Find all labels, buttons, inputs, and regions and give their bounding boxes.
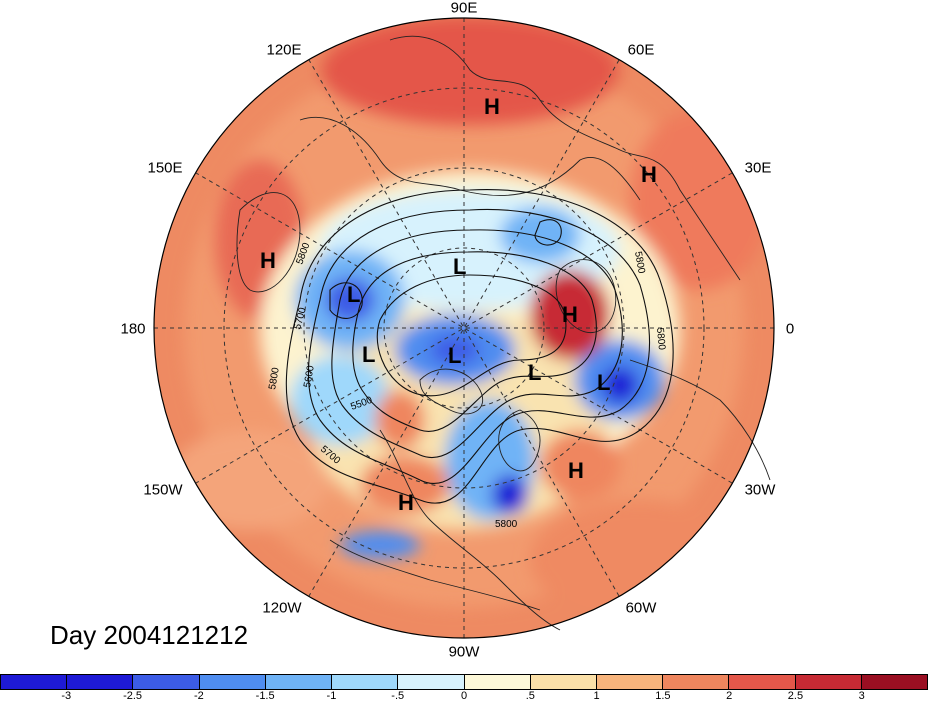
colorbar-tick-label: -1 bbox=[326, 690, 337, 702]
colorbar-tick-label: .5 bbox=[525, 690, 535, 702]
longitude-label: 90W bbox=[448, 643, 480, 661]
contour-label: 5800 bbox=[632, 251, 647, 275]
coastlines bbox=[236, 35, 771, 631]
colorbar-segment bbox=[464, 675, 531, 689]
pressure-center: H bbox=[641, 162, 657, 187]
longitude-label: 180 bbox=[120, 320, 146, 338]
pressure-center: H bbox=[260, 248, 276, 273]
colorbar-tick-label: -2.5 bbox=[123, 690, 143, 702]
colorbar-segment bbox=[729, 675, 796, 689]
pressure-centers: H H H L L L L H L L H H bbox=[260, 94, 657, 515]
colorbar-tick-label: 2 bbox=[726, 690, 733, 702]
colorbar-segment bbox=[199, 675, 266, 689]
pressure-center: H bbox=[562, 302, 578, 327]
longitude-label: 150E bbox=[147, 159, 183, 177]
colorbar-tick-label: 3 bbox=[858, 690, 865, 702]
date-title: Day 2004121212 bbox=[50, 620, 249, 650]
colorbar-segment bbox=[265, 675, 333, 689]
colorbar-tick-label: -3 bbox=[61, 690, 72, 702]
longitude-label: 60E bbox=[627, 41, 655, 59]
colorbar-segment bbox=[795, 675, 862, 689]
colorbar-tick-label: 1.5 bbox=[655, 690, 671, 702]
graticule bbox=[154, 18, 774, 638]
colorbar bbox=[0, 674, 928, 690]
colorbar-tick-label: -2 bbox=[193, 690, 204, 702]
colorbar-segment bbox=[332, 675, 399, 689]
longitude-label: 30W bbox=[744, 481, 776, 499]
contour-labels: 5800 5700 5600 5500 5700 5800 5800 5800 … bbox=[267, 241, 667, 530]
colorbar-segment bbox=[398, 675, 465, 689]
longitude-label: 120W bbox=[262, 599, 302, 617]
pressure-center: L bbox=[528, 360, 541, 385]
pressure-center: L bbox=[453, 254, 466, 279]
colorbar-segment bbox=[596, 675, 664, 689]
colorbar-segment bbox=[133, 675, 200, 689]
contour-label: 5600 bbox=[302, 364, 317, 388]
longitude-label: 0 bbox=[785, 320, 795, 338]
colorbar-segment bbox=[530, 675, 597, 689]
colorbar-segment bbox=[663, 675, 730, 689]
longitude-label: 30E bbox=[744, 159, 772, 177]
colorbar-tick-label: 0 bbox=[460, 690, 468, 702]
colorbar-tick-label: -.5 bbox=[391, 690, 405, 702]
colorbar-tick-label: 2.5 bbox=[787, 690, 804, 702]
height-contours bbox=[285, 188, 674, 504]
pressure-center: L bbox=[597, 370, 610, 395]
colorbar-segment bbox=[1, 675, 68, 689]
contour-label: 5800 bbox=[495, 519, 518, 530]
longitude-label: 120E bbox=[266, 41, 302, 59]
pressure-center: H bbox=[398, 490, 414, 515]
colorbar-tick-label: -1.5 bbox=[255, 690, 275, 702]
contour-label: 5800 bbox=[654, 327, 667, 351]
longitude-label: 90E bbox=[450, 0, 478, 17]
polar-map: 5800 5700 5600 5500 5700 5800 5800 5800 … bbox=[153, 17, 775, 639]
colorbar-segment bbox=[67, 675, 134, 689]
pressure-center: L bbox=[362, 342, 375, 367]
colorbar-tick-label: 1 bbox=[593, 690, 600, 702]
longitude-label: 150W bbox=[143, 481, 183, 499]
longitude-label: 60W bbox=[625, 599, 657, 617]
colorbar-segment bbox=[861, 675, 928, 689]
pressure-center: L bbox=[347, 282, 360, 307]
contour-label: 5800 bbox=[267, 366, 282, 390]
pressure-center: L bbox=[448, 343, 461, 368]
pressure-center: H bbox=[568, 458, 584, 483]
map-border bbox=[153, 17, 775, 639]
pressure-center: H bbox=[484, 94, 500, 119]
